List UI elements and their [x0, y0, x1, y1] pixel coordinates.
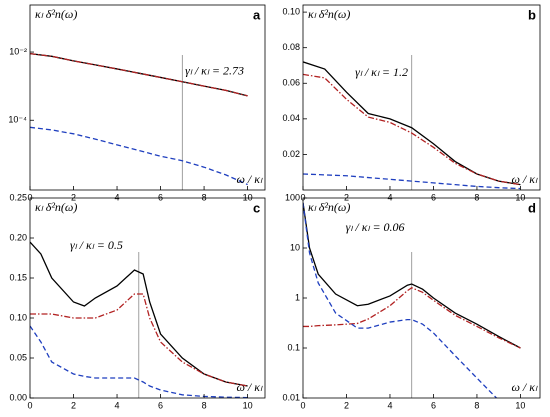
y-tick-label: 0.06: [282, 78, 300, 88]
x-tick-label: 0: [27, 192, 32, 202]
y-axis-label: κₗ δ²n(ω): [35, 7, 77, 21]
series-line: [30, 241, 248, 387]
annotation: γₗ / κₗ = 0.5: [70, 238, 123, 252]
panel: 0 2 4 6 8 10 10⁻² 10⁻⁴ κₗ δ²n(ω) ω / κₗ γₗ / κₗ = …: [8, 4, 266, 202]
x-tick-label: 4: [387, 192, 392, 202]
y-axis-label: κₗ δ²n(ω): [308, 7, 350, 21]
plot-frame: [302, 197, 541, 399]
x-tick-label: 0: [300, 400, 305, 410]
x-tick-label: 4: [387, 400, 392, 410]
x-tick-label: 6: [158, 192, 163, 202]
x-tick-label: 4: [115, 400, 120, 410]
x-axis-label: ω / κₗ: [236, 380, 263, 394]
series-group: [30, 52, 248, 186]
x-tick-label: 10: [515, 192, 525, 202]
annotation: γₗ / κₗ = 0.06: [346, 220, 405, 234]
series-line: [30, 325, 248, 398]
series-group: [303, 202, 521, 398]
series-line: [30, 293, 248, 387]
x-tick-label: 2: [344, 192, 349, 202]
y-tick-label: 0.02: [282, 149, 300, 159]
y-axis-label: κₗ δ²n(ω): [35, 200, 77, 214]
x-tick-label: 6: [431, 400, 436, 410]
y-tick-label: 1: [295, 292, 300, 302]
x-tick-label: 10: [243, 400, 253, 410]
x-tick-label: 8: [202, 400, 207, 410]
series-line: [303, 202, 498, 398]
x-tick-label: 8: [474, 400, 479, 410]
x-tick-label: 4: [115, 192, 120, 202]
y-tick-label: 0.10: [9, 312, 27, 322]
series-line: [30, 52, 248, 97]
x-axis-label: ω / κₗ: [511, 172, 538, 186]
x-tick-label: 0: [300, 192, 305, 202]
y-tick-label: 10: [290, 242, 300, 252]
annotation: γₗ / κₗ = 1.2: [355, 65, 408, 79]
x-tick-label: 8: [202, 192, 207, 202]
x-tick-label: 0: [27, 400, 32, 410]
panel: 0 2 4 6 8 10 0.00 0.05 0.10 0.15 0.20 0.25 κₗ δ²n(ω)…: [9, 192, 266, 410]
x-tick-label: 10: [243, 192, 253, 202]
annotation: γₗ / κₗ = 2.73: [185, 63, 244, 77]
y-tick-label: 10⁻²: [9, 46, 27, 56]
plot-frame: [29, 197, 266, 399]
x-tick-label: 2: [344, 400, 349, 410]
y-tick-label: 0.10: [282, 6, 300, 16]
series-line: [303, 173, 521, 190]
y-tick-label: 0.01: [282, 392, 300, 402]
x-tick-label: 8: [474, 192, 479, 202]
y-tick-label: 0.05: [9, 352, 27, 362]
y-tick-label: 10⁻⁴: [8, 115, 27, 125]
series-line: [303, 73, 521, 186]
x-tick-label: 6: [431, 192, 436, 202]
y-tick-label: 0.20: [9, 232, 27, 242]
panel-letter: c: [253, 200, 260, 215]
series-line: [303, 287, 521, 349]
x-tick-label: 2: [71, 400, 76, 410]
y-tick-label: 0.00: [9, 392, 27, 402]
y-tick-label: 0.04: [282, 113, 300, 123]
series-line: [30, 126, 248, 186]
x-tick-label: 6: [158, 400, 163, 410]
panel-letter: b: [528, 7, 536, 22]
y-tick-label: 0.08: [282, 42, 300, 52]
plot-frame: [302, 4, 541, 191]
y-tick-label: 100: [285, 192, 300, 202]
x-tick-label: 10: [515, 400, 525, 410]
panel-letter: a: [253, 7, 261, 22]
x-axis-label: ω / κₗ: [511, 380, 538, 394]
panel: 0 2 4 6 8 10 0.02 0.04 0.06 0.08 0.10 κₗ δ²n(ω) ω / …: [282, 4, 541, 202]
y-axis-label: κₗ δ²n(ω): [308, 200, 350, 214]
series-group: [303, 61, 521, 190]
y-tick-label: 0.15: [9, 272, 27, 282]
series-group: [30, 241, 248, 398]
plot-frame: [29, 4, 266, 191]
y-tick-label: 0.25: [9, 192, 27, 202]
x-tick-label: 2: [71, 192, 76, 202]
series-line: [303, 202, 521, 349]
x-axis-label: ω / κₗ: [236, 172, 263, 186]
panel-letter: d: [528, 200, 536, 215]
y-tick-label: 0.1: [287, 342, 300, 352]
